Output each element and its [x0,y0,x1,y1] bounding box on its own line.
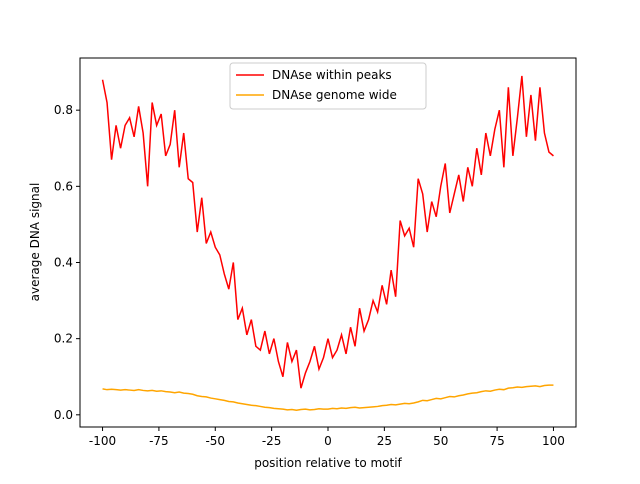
y-tick-label: 0.0 [54,408,73,422]
legend-label: DNAse within peaks [272,68,392,82]
x-tick-label: -25 [262,434,282,448]
x-tick-label: -75 [149,434,169,448]
x-tick-label: 0 [324,434,332,448]
x-tick-label: -100 [89,434,116,448]
legend-label: DNAse genome wide [272,88,397,102]
y-tick-label: 0.8 [54,103,73,117]
x-tick-label: 25 [377,434,392,448]
legend-box [229,62,427,110]
x-axis-label: position relative to motif [254,456,402,470]
legend: DNAse within peaks DNAse genome wide [229,62,427,110]
y-tick-label: 0.4 [54,255,73,269]
x-tick-label: 75 [489,434,504,448]
series-line [101,75,554,389]
axes-frame [79,57,577,428]
series-line [102,384,554,412]
x-tick-label: 50 [433,434,448,448]
y-tick-label: 0.2 [54,332,73,346]
x-tick-label: 100 [542,434,565,448]
y-axis-label: average DNA signal [28,183,42,302]
x-tick-label: -50 [205,434,225,448]
y-tick-label: 0.6 [54,179,73,193]
